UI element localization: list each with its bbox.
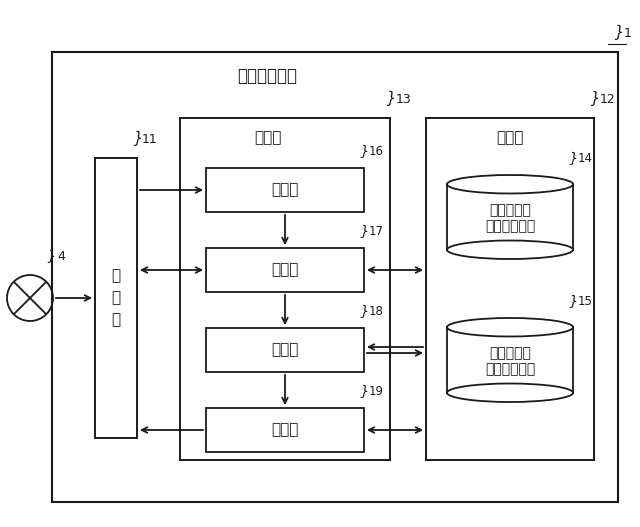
Text: 12: 12 — [600, 93, 616, 106]
Text: 17: 17 — [369, 225, 384, 238]
Text: {: { — [45, 247, 53, 261]
Text: 選択部: 選択部 — [271, 343, 299, 357]
Text: {: { — [130, 129, 140, 144]
Text: {: { — [587, 89, 597, 104]
Text: {: { — [566, 292, 575, 306]
Bar — [52, 52, 618, 502]
Ellipse shape — [447, 240, 573, 259]
Text: 提供部: 提供部 — [271, 423, 299, 437]
Text: 通: 通 — [111, 268, 120, 284]
Text: 18: 18 — [369, 305, 384, 318]
Bar — [206, 328, 364, 372]
Text: 信: 信 — [111, 290, 120, 306]
Text: {: { — [358, 222, 367, 236]
Ellipse shape — [447, 175, 573, 193]
Text: コンテンツ: コンテンツ — [489, 346, 531, 360]
Text: 19: 19 — [369, 385, 384, 398]
Text: データベース: データベース — [485, 362, 535, 376]
Text: {: { — [566, 149, 575, 163]
Bar — [206, 248, 364, 292]
Text: 1: 1 — [624, 27, 632, 40]
Bar — [206, 168, 364, 212]
Text: 13: 13 — [396, 93, 412, 106]
Text: 部: 部 — [111, 313, 120, 327]
Bar — [206, 408, 364, 452]
Text: 14: 14 — [578, 152, 593, 165]
Text: 制御部: 制御部 — [255, 131, 282, 145]
Text: 記憶部: 記憶部 — [496, 131, 524, 145]
Text: {: { — [358, 142, 367, 156]
Text: 4: 4 — [57, 250, 65, 263]
Text: 15: 15 — [578, 295, 593, 308]
Text: 受付部: 受付部 — [271, 182, 299, 198]
Text: {: { — [358, 382, 367, 396]
Bar — [95, 158, 137, 438]
Text: {: { — [611, 23, 621, 38]
Ellipse shape — [447, 384, 573, 402]
Bar — [426, 118, 594, 460]
Text: 16: 16 — [369, 145, 384, 158]
Text: データベース: データベース — [485, 219, 535, 233]
Text: {: { — [383, 89, 393, 104]
Text: {: { — [358, 302, 367, 316]
Ellipse shape — [447, 318, 573, 336]
Text: 取得部: 取得部 — [271, 262, 299, 278]
Text: 11: 11 — [142, 133, 157, 146]
Bar — [180, 118, 390, 460]
Text: 情報提供装置: 情報提供装置 — [237, 67, 297, 85]
Text: 利用者情報: 利用者情報 — [489, 203, 531, 217]
